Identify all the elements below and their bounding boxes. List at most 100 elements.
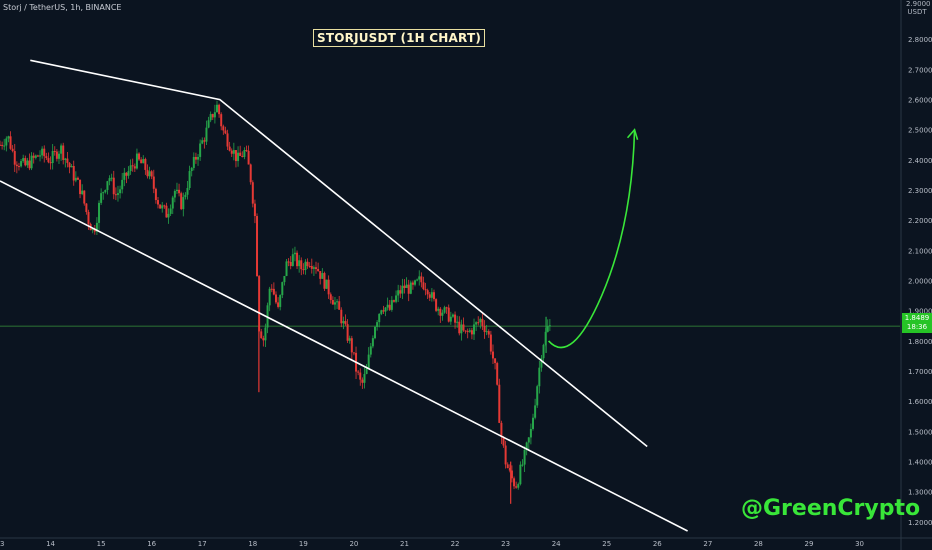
candle-body <box>270 288 273 290</box>
candle-body <box>296 252 299 267</box>
candle-body <box>20 161 23 167</box>
candle-body <box>285 261 288 276</box>
candle-body <box>405 284 408 289</box>
candle-body <box>487 331 490 335</box>
candle-body <box>180 193 183 210</box>
candle-body <box>49 162 52 164</box>
candle-body <box>123 172 126 180</box>
candle-body <box>454 314 457 323</box>
candle-body <box>348 338 351 341</box>
candle-body <box>327 279 330 295</box>
x-tick-label: 19 <box>299 540 308 548</box>
candle-body <box>447 307 450 322</box>
trendline[interactable] <box>30 59 648 448</box>
candle-body <box>72 165 75 181</box>
x-tick-label: 27 <box>703 540 712 548</box>
candle-body <box>127 171 130 176</box>
candle-body <box>85 203 88 213</box>
candle-body <box>411 282 414 285</box>
candle-countdown: 18:36 <box>906 323 928 331</box>
candle-body <box>536 386 539 406</box>
candle-body <box>167 213 170 218</box>
candle-body <box>175 189 178 192</box>
projection-arrow-layer[interactable] <box>548 128 639 349</box>
candle-body <box>249 164 252 183</box>
candle-body <box>281 282 284 296</box>
candle-body <box>293 252 296 255</box>
y-tick-label: 2.1000 <box>908 247 932 255</box>
candle-body <box>540 358 543 368</box>
candle-body <box>414 280 417 285</box>
candle-body <box>144 159 147 170</box>
candle-body <box>119 189 122 194</box>
candle-body <box>178 189 181 194</box>
candle-body <box>112 177 115 195</box>
projection-curve[interactable] <box>548 129 636 349</box>
candle-body <box>458 321 461 334</box>
trendline-layer[interactable] <box>0 59 688 532</box>
candle-body <box>106 181 109 191</box>
candle-body <box>529 428 532 438</box>
candle-body <box>264 327 267 341</box>
trendline[interactable] <box>0 180 688 532</box>
candle-body <box>39 155 42 157</box>
y-tick-label: 2.7000 <box>908 66 932 74</box>
y-tick-label: 2.2000 <box>908 217 932 225</box>
candle-body <box>504 445 507 465</box>
candle-body <box>289 262 292 267</box>
candle-body <box>274 294 277 303</box>
candle-body <box>199 143 202 157</box>
candle-body <box>430 292 433 298</box>
candle-body <box>45 156 48 159</box>
candle-body <box>491 351 494 359</box>
candle-body <box>527 437 530 443</box>
y-tick-label: 2.0000 <box>908 278 932 286</box>
candle-body <box>108 178 111 182</box>
candle-body <box>534 405 537 418</box>
candle-body <box>521 464 524 466</box>
candle-body <box>548 325 551 327</box>
candle-body <box>500 422 503 437</box>
y-tick-label: 1.6000 <box>908 398 932 406</box>
candle-body <box>376 322 379 327</box>
candle-body <box>441 312 444 316</box>
candle-body <box>116 193 119 195</box>
candle-body <box>104 190 107 193</box>
candle-body <box>268 288 271 306</box>
candle-body <box>420 276 423 283</box>
candle-body <box>114 194 117 196</box>
candle-layer <box>0 100 551 504</box>
candle-body <box>432 292 435 300</box>
candle-body <box>17 166 20 168</box>
candle-body <box>205 127 208 142</box>
current-price-tag: 1.8489 18:36 <box>902 313 932 333</box>
y-tick-label: 1.3000 <box>908 489 932 497</box>
candle-body <box>79 179 82 195</box>
candle-body <box>173 191 176 198</box>
candle-body <box>228 146 231 151</box>
candle-body <box>142 159 145 164</box>
y-tick-label: 2.6000 <box>908 97 932 105</box>
candle-body <box>277 302 280 307</box>
candle-body <box>403 285 406 289</box>
candle-body <box>234 150 237 162</box>
candle-body <box>418 276 421 280</box>
candle-body <box>451 314 454 317</box>
y-tick-label: 1.4000 <box>908 459 932 467</box>
candle-body <box>121 179 124 190</box>
candle-body <box>494 358 497 364</box>
y-tick-label: 2.5000 <box>908 127 932 135</box>
candle-body <box>470 330 473 335</box>
candle-body <box>380 310 383 314</box>
candle-body <box>192 156 195 168</box>
candle-body <box>70 165 73 168</box>
candle-body <box>445 307 448 309</box>
candle-body <box>260 331 263 339</box>
watermark: @GreenCrypto <box>741 496 921 521</box>
candle-body <box>287 261 290 263</box>
candle-body <box>390 300 393 310</box>
candle-body <box>392 300 395 302</box>
candle-body <box>30 155 33 169</box>
